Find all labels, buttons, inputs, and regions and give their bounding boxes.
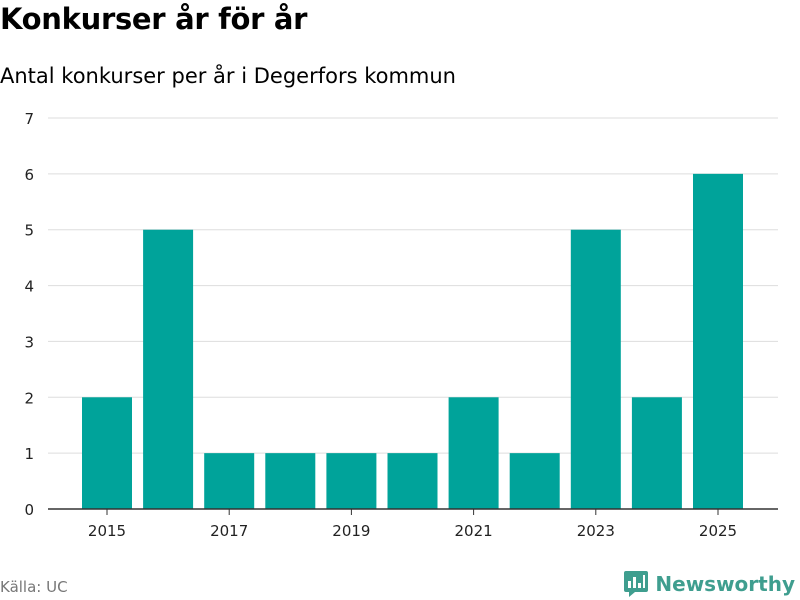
bar-2017 <box>204 453 255 509</box>
bar-2020 <box>387 453 438 509</box>
y-tick-label-7: 7 <box>24 110 34 128</box>
y-tick-label-0: 0 <box>24 501 34 519</box>
bar-2022 <box>509 453 560 509</box>
axes: 0 1 2 3 4 5 6 7 2015 2017 2019 2021 2023 2025 <box>24 110 778 540</box>
y-tick-label-3: 3 <box>24 333 34 351</box>
source-note: Källa: UC <box>0 578 68 596</box>
x-tick-label-2017: 2017 <box>210 522 248 540</box>
chart-subtitle: Antal konkurser per år i Degerfors kommu… <box>0 64 456 88</box>
y-tick-label-5: 5 <box>24 222 34 240</box>
bar-2025 <box>693 173 743 509</box>
x-tick-label-2019: 2019 <box>332 522 370 540</box>
newsworthy-logo-icon <box>624 571 649 597</box>
x-tick-label-2015: 2015 <box>88 522 126 540</box>
brand-logo: Newsworthy <box>623 568 795 600</box>
bar-2015 <box>82 397 132 509</box>
chart-title: Konkurser år för år <box>0 2 308 36</box>
y-tick-label-6: 6 <box>24 166 34 184</box>
brand-name: Newsworthy <box>655 572 795 596</box>
bar-2024 <box>631 397 682 509</box>
bar-2016 <box>143 229 194 509</box>
y-tick-label-2: 2 <box>24 389 34 407</box>
y-tick-label-1: 1 <box>24 445 34 463</box>
bar-2021 <box>448 397 499 509</box>
bar-2019 <box>326 453 377 509</box>
bar-2018 <box>265 453 316 509</box>
x-tick-label-2023: 2023 <box>577 522 615 540</box>
bar-2023 <box>570 229 621 509</box>
y-tick-label-4: 4 <box>24 278 34 296</box>
x-tick-label-2025: 2025 <box>699 522 737 540</box>
x-tick-label-2021: 2021 <box>455 522 493 540</box>
bars <box>82 173 743 509</box>
